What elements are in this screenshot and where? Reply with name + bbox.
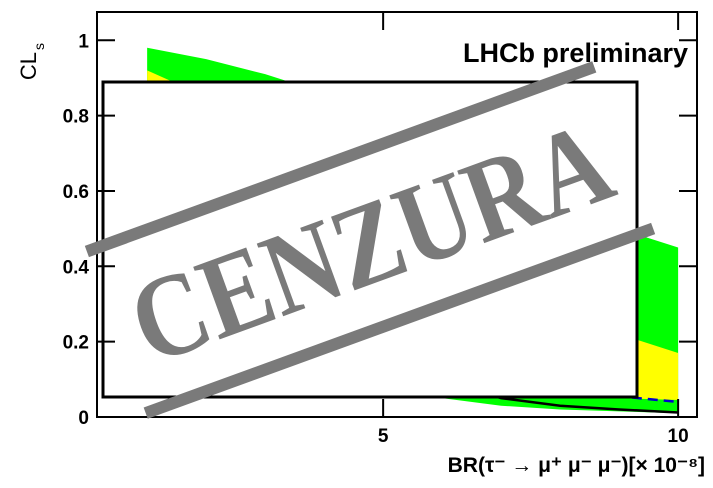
y-label-main: CL (16, 52, 41, 80)
x-tick-label: 10 (668, 426, 689, 447)
y-tick-label: 0.8 (63, 107, 89, 128)
y-tick-label: 0.6 (63, 182, 89, 203)
y-tick-label: 1 (78, 31, 89, 52)
chart: LHCb preliminary CL s BR(τ⁻ → μ⁺ μ⁻ μ⁻)[… (0, 0, 713, 483)
y-tick-label: 0.4 (63, 257, 90, 278)
y-label-sub: s (31, 43, 47, 50)
x-axis-label: BR(τ⁻ → μ⁺ μ⁻ μ⁻)[× 10⁻⁸] (448, 454, 705, 477)
y-tick-label: 0 (78, 408, 89, 429)
page: {"chart_data": {"type": "band-line", "ti… (0, 0, 713, 483)
x-tick-label: 5 (378, 426, 389, 447)
y-tick-label: 0.2 (63, 333, 89, 354)
censor-overlay: CENZURA (85, 61, 655, 419)
y-axis-label: CL s (16, 43, 47, 80)
chart-title: LHCb preliminary (463, 38, 688, 68)
